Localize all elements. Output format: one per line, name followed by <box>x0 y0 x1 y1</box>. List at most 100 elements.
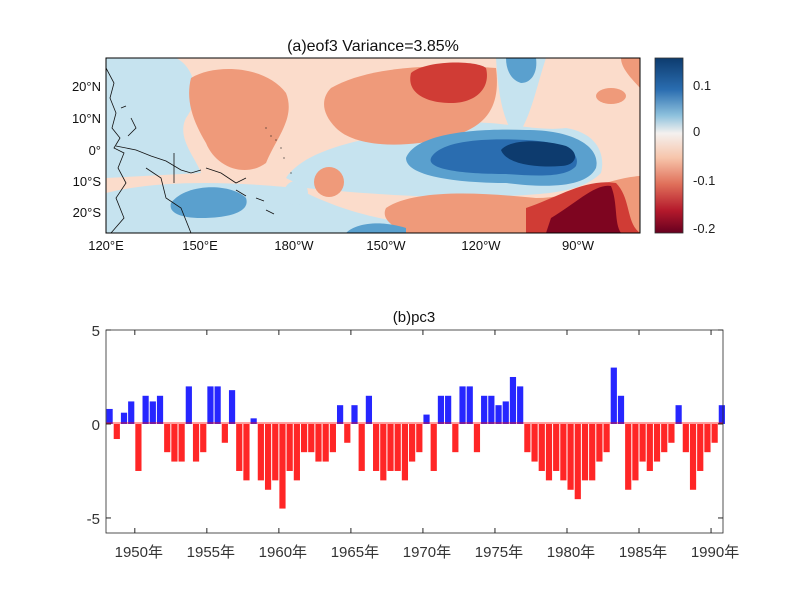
map-x-tick: 120°W <box>461 238 501 253</box>
map-y-tick: 0° <box>89 143 101 158</box>
y-tick-label: 0 <box>92 417 100 434</box>
bar-negative <box>315 423 322 462</box>
bar-negative <box>430 423 437 471</box>
bar-negative <box>668 423 675 443</box>
colorbar-tick: 0.1 <box>693 78 711 93</box>
x-tick-label: 1990年 <box>691 544 739 561</box>
bar-negative <box>322 423 329 462</box>
bar-positive <box>481 395 488 424</box>
bar-negative <box>387 423 394 471</box>
bar-negative <box>560 423 567 481</box>
bar-negative <box>545 423 553 481</box>
map-frame <box>105 57 641 234</box>
bar-negative <box>589 423 596 481</box>
colorbar <box>654 57 684 234</box>
bar-positive <box>365 395 373 424</box>
x-tick-label: 1960年 <box>259 544 307 561</box>
bar-negative <box>113 423 120 440</box>
bar-negative <box>264 423 272 490</box>
x-tick-label: 1985年 <box>619 544 667 561</box>
colorbar-tick: 0 <box>693 124 700 139</box>
bar-negative <box>308 423 315 453</box>
x-tick-label: 1975年 <box>475 544 523 561</box>
bar-negative <box>380 423 387 481</box>
bar-positive <box>185 386 192 424</box>
bar-negative <box>192 423 200 462</box>
bar-negative <box>596 423 603 462</box>
map-x-tick: 120°E <box>88 238 124 253</box>
bar-positive <box>459 386 466 424</box>
bar-positive <box>351 405 358 424</box>
x-tick-label: 1965年 <box>331 544 379 561</box>
coastlines <box>106 67 275 233</box>
pc-y-ticks: 5 0 -5 <box>87 323 723 528</box>
colorbar-tick: -0.1 <box>693 173 715 188</box>
bar-negative <box>358 423 365 471</box>
bar-positive <box>517 386 524 424</box>
bar-negative <box>632 423 639 481</box>
bar-negative <box>344 423 351 443</box>
bar-negative <box>416 423 423 453</box>
bar-negative <box>625 423 632 490</box>
bar-positive <box>156 395 164 424</box>
bar-negative <box>257 423 264 481</box>
y-tick-label: 5 <box>92 323 100 340</box>
bar-negative <box>581 423 589 481</box>
map-y-tick: 20°N <box>72 79 101 94</box>
map-x-ticks: 120°E 150°E 180°W 150°W 120°W 90°W <box>88 238 594 253</box>
bar-negative <box>135 423 142 471</box>
bar-negative <box>567 423 574 490</box>
bar-negative <box>401 423 409 481</box>
x-tick-label: 1955年 <box>187 544 235 561</box>
bar-positive <box>718 405 725 424</box>
bar-negative <box>704 423 711 453</box>
bar-positive <box>214 386 221 424</box>
bar-negative <box>373 423 380 471</box>
bar-positive <box>142 395 149 424</box>
bar-positive <box>250 418 257 424</box>
map-y-ticks: 20°N 10°N 0° 10°S 20°S <box>72 79 101 220</box>
contour-positive-core <box>170 58 597 233</box>
bar-negative <box>221 423 228 443</box>
map-y-tick: 10°N <box>72 111 101 126</box>
bar-negative <box>603 423 610 453</box>
map-y-tick: 10°S <box>73 174 102 189</box>
bar-positive <box>106 408 113 424</box>
bar-negative <box>574 423 581 500</box>
bar-negative <box>661 423 668 453</box>
bar-positive <box>466 386 473 424</box>
bar-negative <box>409 423 416 462</box>
map-y-tick: 20°S <box>73 205 102 220</box>
bar-negative <box>711 423 718 443</box>
bar-negative <box>300 423 308 453</box>
bar-positive <box>488 395 495 424</box>
eof-map <box>105 57 641 234</box>
bar-negative <box>697 423 704 471</box>
bar-positive <box>445 395 452 424</box>
bar-negative <box>452 423 459 453</box>
bar-negative <box>329 423 336 453</box>
y-tick-label: -5 <box>87 511 100 528</box>
bar-negative <box>531 423 538 462</box>
bar-negative <box>653 423 661 462</box>
bar-positive <box>336 405 344 424</box>
bar-negative <box>178 423 185 462</box>
colorbar-tick: -0.2 <box>693 221 715 236</box>
bar-positive <box>120 412 128 424</box>
bar-positive <box>207 386 214 424</box>
bar-positive <box>509 376 517 424</box>
x-tick-label: 1950年 <box>115 544 163 561</box>
bar-negative <box>272 423 279 481</box>
bar-negative <box>200 423 207 453</box>
bar-negative <box>639 423 646 462</box>
map-x-tick: 150°E <box>182 238 218 253</box>
bar-negative <box>279 423 286 509</box>
map-x-tick: 90°W <box>562 238 595 253</box>
x-tick-label: 1970年 <box>403 544 451 561</box>
bar-positive <box>610 367 617 424</box>
island-dots <box>265 127 292 174</box>
bar-positive <box>502 401 509 424</box>
bar-negative <box>293 423 300 481</box>
